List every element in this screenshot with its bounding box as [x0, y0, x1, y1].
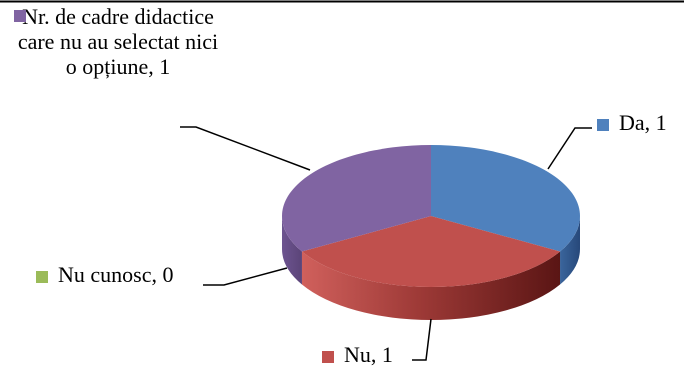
pie-slice-nr-de-cadre-didactice-care-nu-au-selectat-nici-o-op-iune [282, 145, 431, 252]
leader-nu [412, 318, 432, 361]
pie-slice-da [431, 145, 580, 252]
pie-sides [282, 216, 580, 320]
data-label-nu: Nu, 1 [322, 342, 393, 367]
leader-lines [180, 126, 592, 361]
leader-no-option [180, 126, 311, 171]
pie-side-nr-de-cadre-didactice-care-nu-au-selectat-nici-o-op-iune [282, 216, 302, 285]
data-label-nu-cunosc: Nu cunosc, 0 [36, 262, 173, 287]
leader-da [547, 127, 592, 170]
data-label-no-option: Nr. de cadre didactice care nu au select… [14, 4, 222, 79]
legend-swatch-purple [14, 10, 26, 22]
pie-side-da [560, 216, 580, 285]
legend-swatch-green [36, 270, 48, 283]
leader-nu-cunosc [203, 267, 288, 286]
data-label-da: Da, 1 [597, 110, 667, 135]
pie-side-nu [301, 251, 561, 320]
pie-slices [282, 145, 580, 287]
legend-swatch-blue [597, 118, 609, 131]
legend-swatch-red [322, 350, 334, 363]
